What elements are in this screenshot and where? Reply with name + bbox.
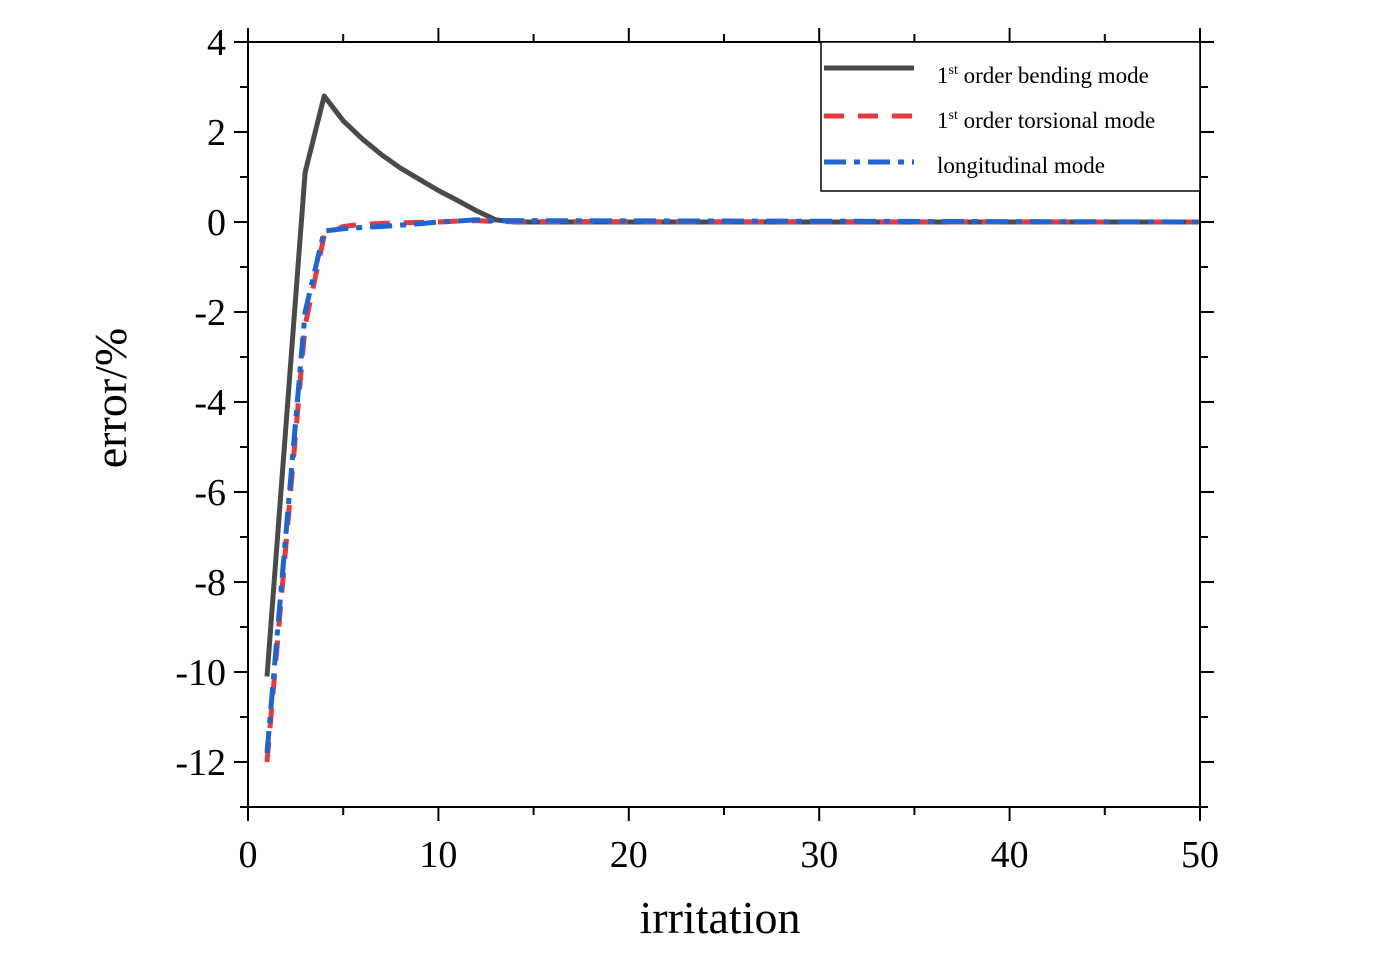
axes-layer: 420-2-4-6-8-10-120 10 20 30 40 50 xyxy=(175,22,1219,876)
x-tick-label: 10 xyxy=(419,834,457,876)
x-tick-label: 0 xyxy=(239,834,258,876)
y-tick-label: -10 xyxy=(175,652,226,694)
series-layer xyxy=(264,93,1201,763)
y-tick-label: -12 xyxy=(175,742,226,784)
series-line-longitudinal-mode xyxy=(264,217,1201,754)
legend-label-bending: 1st order bending mode xyxy=(937,63,1149,88)
x-tick-label: 50 xyxy=(1181,834,1219,876)
legend-label-torsional: 1st order torsional mode xyxy=(937,108,1155,133)
y-tick-label: 0 xyxy=(207,202,226,244)
y-tick-label: -2 xyxy=(194,292,226,334)
y-tick-label: -6 xyxy=(194,472,226,514)
y-axis-title: error/% xyxy=(85,328,136,468)
x-tick-label: 40 xyxy=(991,834,1029,876)
legend-label-longitudinal: longitudinal mode xyxy=(937,153,1105,178)
x-tick-label: 20 xyxy=(610,834,648,876)
x-axis-title: irritation xyxy=(640,892,801,943)
y-tick-label: -4 xyxy=(194,382,226,424)
series-line-torsional-mode xyxy=(264,218,1201,763)
x-tick-label: 30 xyxy=(800,834,838,876)
y-tick-label: 2 xyxy=(207,112,226,154)
y-tick-label: 4 xyxy=(207,22,226,64)
y-tick-label: -8 xyxy=(194,562,226,604)
legend: 1st order bending mode 1st order torsion… xyxy=(820,41,1201,192)
